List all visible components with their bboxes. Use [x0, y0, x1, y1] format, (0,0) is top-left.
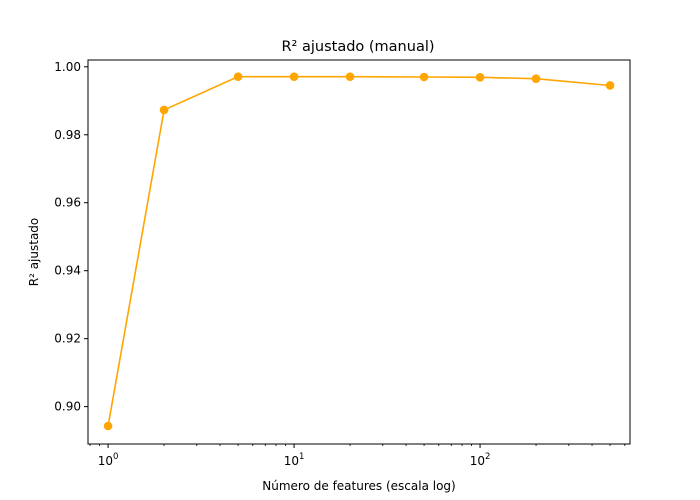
- data-point: [159, 105, 169, 115]
- data-point: [345, 72, 355, 81]
- y-axis: 0.90 0.92 0.94 0.96 0.98 1.00: [54, 60, 88, 414]
- x-axis-label: Número de features (escala log): [262, 479, 455, 493]
- x-tick-label: 102: [470, 452, 491, 468]
- plot-area: [103, 72, 615, 431]
- data-point: [605, 81, 615, 90]
- plot-frame: [87, 59, 631, 445]
- x-tick-label: 100: [98, 452, 119, 468]
- data-point: [289, 72, 299, 81]
- y-tick-label: 0.90: [54, 400, 81, 414]
- data-point: [233, 72, 243, 81]
- data-point: [103, 421, 113, 431]
- y-tick-label: 0.96: [54, 196, 81, 210]
- x-axis: 100 101 102: [89, 444, 626, 468]
- data-point: [419, 72, 429, 82]
- x-tick-label: 101: [284, 452, 305, 468]
- y-axis-label: R² ajustado: [27, 218, 41, 287]
- y-tick-label: 1.00: [54, 60, 81, 74]
- data-point: [531, 74, 541, 83]
- data-point: [475, 73, 485, 82]
- y-tick-label: 0.98: [54, 128, 81, 142]
- y-tick-label: 0.92: [54, 332, 81, 346]
- chart-title: R² ajustado (manual): [281, 39, 434, 55]
- y-tick-label: 0.94: [54, 264, 81, 278]
- series-line: [107, 75, 611, 427]
